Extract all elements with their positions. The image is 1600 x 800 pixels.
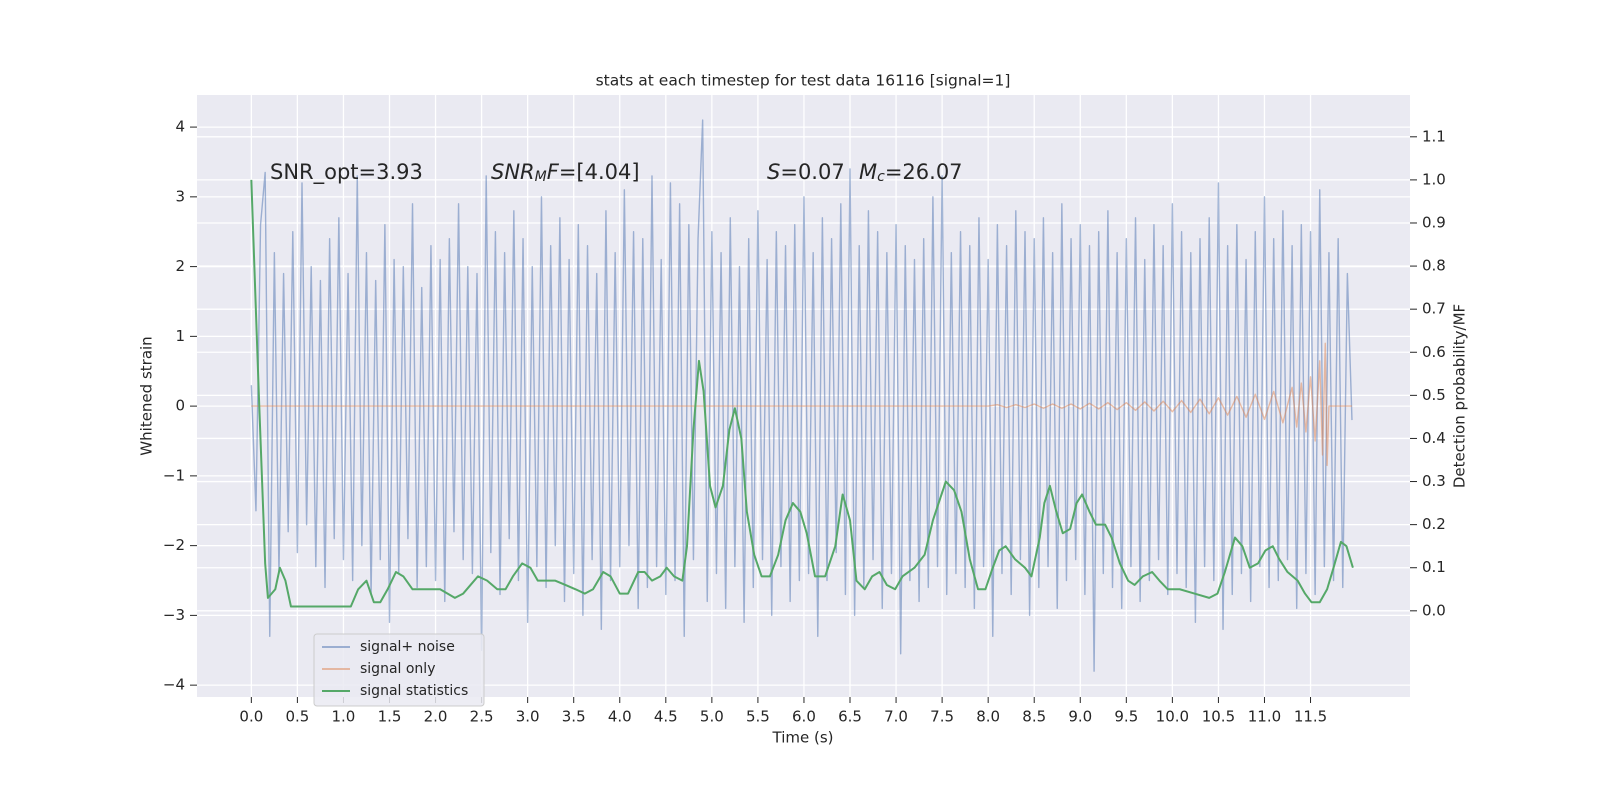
series-line — [250, 179, 1354, 608]
y-tick-label: 4 — [175, 118, 185, 136]
annotation-part: SNR_opt=3.93 — [270, 160, 423, 185]
x-tick-label: 5.5 — [746, 708, 770, 726]
x-tick-label: 6.0 — [792, 708, 816, 726]
y-tick-label: −4 — [163, 676, 185, 694]
y-tick-label: 1 — [175, 327, 185, 345]
overlay: 0.0 0.5 1.0 1.5 2.0 2.5 3.0 3.5 4.0 4.5 5.0 5.5 6.0 6… — [163, 118, 1446, 726]
y2-tick-label: 0.5 — [1422, 386, 1446, 404]
y2-tick-label: 0.1 — [1422, 558, 1446, 576]
annotation-part: =[4.04] — [559, 160, 640, 184]
y-tick-label: −2 — [163, 536, 185, 554]
y2-tick-label: 1.0 — [1422, 170, 1446, 188]
x-tick-label: 5.0 — [700, 708, 724, 726]
x-tick-label: 2.0 — [424, 708, 448, 726]
annotation-part: =0.07 — [780, 160, 844, 184]
y2-tick-label: 1.1 — [1422, 127, 1446, 145]
x-tick-label: 6.5 — [838, 708, 862, 726]
chart-title: stats at each timestep for test data 161… — [596, 72, 1011, 90]
annotation: SNR_opt=3.93 — [270, 160, 423, 185]
annotation: Mc=26.07 — [859, 160, 963, 185]
x-tick-label: 3.5 — [562, 708, 586, 726]
legend-label: signal statistics — [360, 683, 468, 699]
annotation-part: M — [859, 160, 877, 184]
x-tick-label: 10.0 — [1156, 708, 1189, 726]
annotation-part: F — [547, 160, 560, 184]
x-tick-label: 8.5 — [1022, 708, 1046, 726]
x-tick-label: 9.5 — [1114, 708, 1138, 726]
grid — [197, 95, 1410, 697]
y2-tick-label: 0.7 — [1422, 300, 1446, 318]
annotation-part: SNR — [491, 160, 535, 184]
x-tick-label: 11.0 — [1248, 708, 1281, 726]
x-tick-label: 4.0 — [608, 708, 632, 726]
annotation-part: S — [767, 160, 780, 184]
x-tick-label: 2.5 — [470, 708, 494, 726]
y-tick-label: −3 — [163, 606, 185, 624]
x-tick-label: 0.5 — [285, 708, 309, 726]
y2-tick-label: 0.9 — [1422, 213, 1446, 231]
x-tick-label: 1.5 — [378, 708, 402, 726]
y2-tick-label: 0.3 — [1422, 472, 1446, 490]
x-axis-label: Time (s) — [772, 729, 834, 747]
lines — [250, 119, 1354, 672]
x-tick-label: 9.0 — [1068, 708, 1092, 726]
y-tick-label: −1 — [163, 466, 185, 484]
x-tick-label: 1.0 — [332, 708, 356, 726]
x-tick-label: 7.5 — [930, 708, 954, 726]
annotation-part: c — [877, 169, 885, 185]
annotation: SNRMF=[4.04] — [491, 160, 640, 185]
y2-axis-label: Detection probability/MF — [1451, 304, 1469, 488]
legend-label: signal only — [360, 661, 435, 677]
y2-tick-label: 0.2 — [1422, 515, 1446, 533]
y-tick-label: 2 — [175, 257, 185, 275]
y-tick-label: 0 — [175, 397, 185, 415]
x-tick-label: 3.0 — [516, 708, 540, 726]
x-tick-label: 8.0 — [976, 708, 1000, 726]
series-line — [251, 342, 1352, 467]
y2-tick-label: 0.4 — [1422, 429, 1446, 447]
y2-tick-label: 0.8 — [1422, 257, 1446, 275]
y-tick-label: 3 — [175, 187, 185, 205]
x-tick-label: 10.5 — [1202, 708, 1235, 726]
series-line — [250, 119, 1353, 672]
x-tick-label: 11.5 — [1294, 708, 1327, 726]
y2-tick-label: 0.6 — [1422, 343, 1446, 361]
legend-label: signal+ noise — [360, 639, 455, 655]
y-axis-label: Whitened strain — [138, 336, 156, 455]
x-tick-label: 0.0 — [239, 708, 263, 726]
x-tick-label: 7.0 — [884, 708, 908, 726]
annotation: S=0.07 — [767, 160, 845, 184]
legend-box — [313, 633, 485, 707]
x-tick-label: 4.5 — [654, 708, 678, 726]
y2-tick-label: 0.0 — [1422, 601, 1446, 619]
annotation-part: M — [535, 169, 547, 185]
annotation-part: =26.07 — [885, 160, 963, 184]
